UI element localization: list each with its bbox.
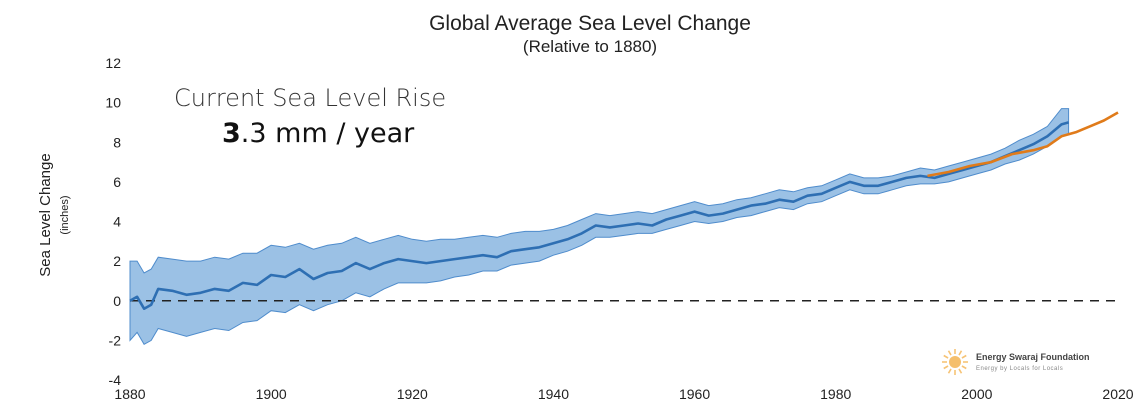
series-line-tide-gauge (129, 121, 1069, 311)
y-tick-label: 8 (113, 134, 121, 150)
x-tick-label: 1880 (114, 386, 145, 402)
sun-icon (942, 349, 968, 375)
y-tick-label: 10 (105, 95, 121, 111)
chart-subtitle: (Relative to 1880) (523, 37, 657, 56)
x-tick-label: 1960 (679, 386, 710, 402)
series-line-satellite (927, 111, 1119, 178)
y-tick-label: -4 (109, 372, 122, 388)
y-axis-title: Sea Level Change (37, 153, 54, 276)
annotation-value: 3.3 mm / year (222, 118, 415, 149)
x-tick-label: 2020 (1102, 386, 1133, 402)
annotation-value-rest: .3 mm / year (241, 118, 415, 149)
annotation: Current Sea Level Rise 3.3 mm / year (174, 84, 446, 149)
y-axis-ticks: 12 10 8 6 4 2 0 -2 -4 (105, 55, 121, 388)
y-tick-label: 12 (105, 55, 121, 71)
y-tick-label: 2 (113, 253, 121, 269)
y-tick-label: 4 (113, 214, 121, 230)
x-tick-label: 1980 (820, 386, 851, 402)
logo-tagline: Energy by Locals for Locals (976, 366, 1063, 372)
y-axis-label: Sea Level Change (inches) (37, 153, 71, 276)
y-tick-label: 0 (113, 293, 121, 309)
y-tick-label: -2 (109, 332, 122, 348)
logo: Energy Swaraj Foundation Energy by Local… (942, 349, 1090, 375)
logo-name: Energy Swaraj Foundation (976, 352, 1090, 362)
x-tick-label: 1920 (397, 386, 428, 402)
x-tick-label: 2000 (961, 386, 992, 402)
y-axis-unit: (inches) (59, 195, 71, 234)
chart-title: Global Average Sea Level Change (429, 12, 751, 35)
annotation-title: Current Sea Level Rise (174, 84, 446, 112)
x-tick-label: 1900 (256, 386, 287, 402)
y-tick-label: 6 (113, 174, 121, 190)
x-axis-ticks: 1880 1900 1920 1940 1960 1980 2000 2020 (114, 386, 1133, 402)
annotation-value-bold: 3 (222, 118, 241, 149)
x-tick-label: 1940 (538, 386, 569, 402)
